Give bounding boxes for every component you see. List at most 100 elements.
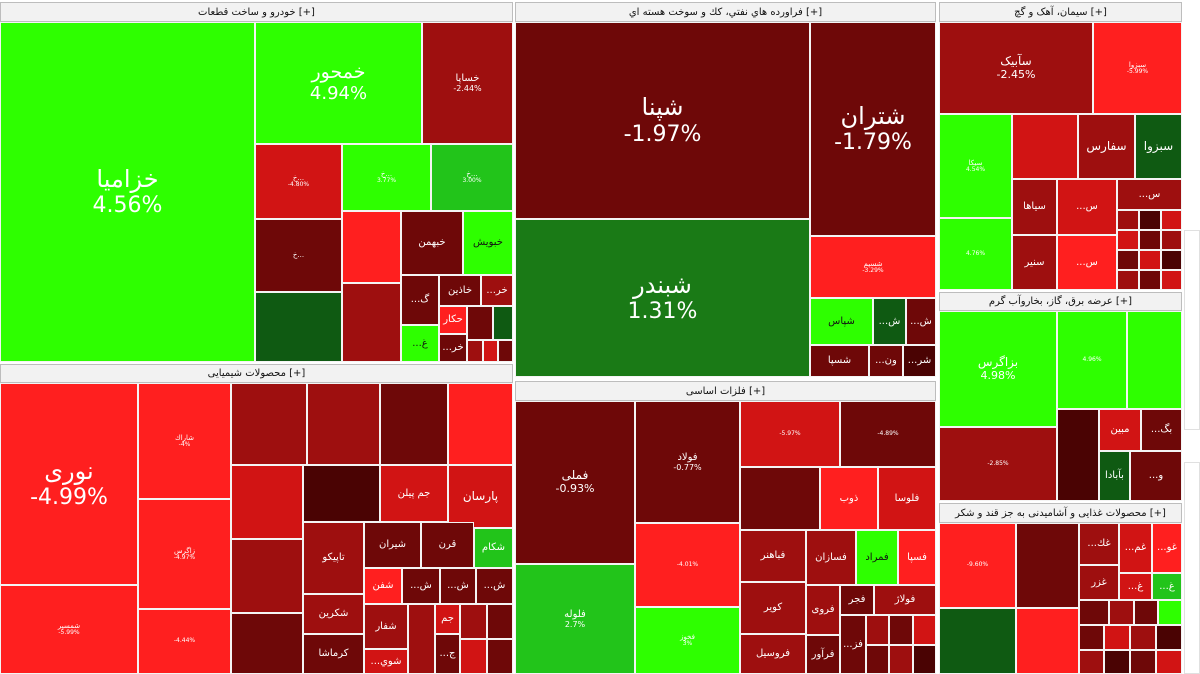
stock-tile[interactable]: پارسان xyxy=(448,465,513,528)
stock-tile[interactable]: ...ج xyxy=(435,634,460,674)
stock-tile[interactable]: ...غ xyxy=(401,325,439,362)
stock-tile[interactable]: کرماشا xyxy=(303,634,364,674)
stock-tile[interactable]: شسپم -3.29% xyxy=(810,236,936,298)
stock-tile[interactable]: سبزوا -5.99% xyxy=(1093,22,1182,114)
stock-tile[interactable]: فسازان xyxy=(806,530,856,585)
stock-tile[interactable]: ...ش xyxy=(440,568,476,604)
stock-tile[interactable]: شفار xyxy=(364,604,408,649)
stock-tile[interactable]: خ... -4.80% xyxy=(255,144,342,219)
stock-tile[interactable]: شکام xyxy=(474,528,513,568)
sector-header-metals[interactable]: فلزات اساسی [+] xyxy=(515,381,936,401)
stock-tile[interactable]: سبزوا xyxy=(1135,114,1182,179)
stock-tile[interactable]: ...غ xyxy=(1119,573,1152,600)
stock-tile[interactable]: فسپا xyxy=(898,530,936,585)
stock-tile[interactable] xyxy=(1139,210,1161,230)
stock-tile[interactable]: -4.89% xyxy=(840,401,936,467)
stock-tile[interactable]: شبندر 1.31% xyxy=(515,219,810,377)
stock-tile[interactable] xyxy=(1156,625,1182,650)
stock-tile[interactable] xyxy=(740,467,820,530)
stock-tile[interactable] xyxy=(467,340,483,362)
stock-tile[interactable]: فلوله 2.7% xyxy=(515,564,635,674)
sector-header-chem[interactable]: محصولات شیمیایی [+] xyxy=(0,364,513,383)
stock-tile[interactable] xyxy=(1117,210,1139,230)
stock-tile[interactable] xyxy=(913,615,936,645)
stock-tile[interactable]: زاگرس -4.97% xyxy=(138,499,231,609)
stock-tile[interactable] xyxy=(1079,600,1109,625)
stock-tile[interactable] xyxy=(913,645,936,674)
stock-tile[interactable]: -2.85% xyxy=(939,427,1057,501)
stock-tile[interactable] xyxy=(889,645,913,674)
stock-tile[interactable]: ...غم xyxy=(1119,523,1152,573)
stock-tile[interactable]: ...ش xyxy=(906,298,936,345)
stock-tile[interactable] xyxy=(231,539,303,613)
stock-tile[interactable] xyxy=(460,639,487,674)
stock-tile[interactable] xyxy=(483,340,498,362)
stock-tile[interactable]: خساپا -2.44% xyxy=(422,22,513,144)
stock-tile[interactable]: ذوب xyxy=(820,467,878,530)
stock-tile[interactable] xyxy=(1161,250,1182,270)
stock-tile[interactable]: ...ش xyxy=(476,568,513,604)
stock-tile[interactable] xyxy=(1139,270,1161,290)
stock-tile[interactable]: ...س xyxy=(1057,235,1117,290)
stock-tile[interactable] xyxy=(231,465,303,539)
stock-tile[interactable] xyxy=(1161,210,1182,230)
stock-tile[interactable]: -4.44% xyxy=(138,609,231,674)
sector-header-food[interactable]: محصولات غذایی و آشامیدنی به جز قند و شکر… xyxy=(939,503,1182,523)
stock-tile[interactable] xyxy=(1109,600,1134,625)
offscreen-tile[interactable] xyxy=(1184,230,1200,430)
stock-tile[interactable]: شپاس xyxy=(810,298,873,345)
stock-tile[interactable]: فباهنر xyxy=(740,530,806,582)
stock-tile[interactable]: سآبیک -2.45% xyxy=(939,22,1093,114)
stock-tile[interactable]: فولاد -0.77% xyxy=(635,401,740,523)
stock-tile[interactable]: مبین xyxy=(1099,409,1141,451)
stock-tile[interactable] xyxy=(255,292,342,362)
stock-tile[interactable]: فروی xyxy=(806,585,840,635)
stock-tile[interactable] xyxy=(487,639,513,674)
stock-tile[interactable]: ...ون xyxy=(869,345,903,377)
stock-tile[interactable] xyxy=(1057,409,1099,501)
stock-tile[interactable] xyxy=(467,306,493,340)
stock-tile[interactable] xyxy=(866,645,889,674)
stock-tile[interactable] xyxy=(1104,625,1130,650)
stock-tile[interactable] xyxy=(498,340,513,362)
stock-tile[interactable]: ...خر xyxy=(481,275,513,306)
stock-tile[interactable] xyxy=(1139,250,1161,270)
stock-tile[interactable]: شفن xyxy=(364,568,402,604)
stock-tile[interactable]: ...غ xyxy=(1152,573,1182,600)
stock-tile[interactable] xyxy=(1016,523,1079,608)
stock-tile[interactable] xyxy=(303,465,380,522)
stock-tile[interactable] xyxy=(342,283,401,362)
stock-tile[interactable]: ...فز xyxy=(840,615,866,674)
stock-tile[interactable] xyxy=(231,613,303,674)
stock-tile[interactable]: نوری -4.99% xyxy=(0,383,138,585)
stock-tile[interactable] xyxy=(380,383,448,465)
stock-tile[interactable] xyxy=(1130,650,1156,674)
stock-tile[interactable]: ...ش xyxy=(402,568,440,604)
stock-tile[interactable] xyxy=(231,383,307,465)
stock-tile[interactable] xyxy=(1161,270,1182,290)
stock-tile[interactable] xyxy=(1104,650,1130,674)
stock-tile[interactable] xyxy=(448,383,513,465)
stock-tile[interactable] xyxy=(866,615,889,645)
stock-tile[interactable]: خاذین xyxy=(439,275,481,306)
stock-tile[interactable]: فرآور xyxy=(806,635,840,674)
stock-tile[interactable]: تاپیکو xyxy=(303,522,364,594)
stock-tile[interactable] xyxy=(408,604,435,674)
stock-tile[interactable] xyxy=(939,608,1016,674)
offscreen-tile[interactable] xyxy=(1184,462,1200,674)
stock-tile[interactable]: فجر xyxy=(840,585,874,615)
stock-tile[interactable]: ...خر xyxy=(439,334,467,362)
stock-tile[interactable]: 4.76% xyxy=(939,218,1012,290)
stock-tile[interactable]: شیران xyxy=(364,522,421,568)
stock-tile[interactable]: جم xyxy=(435,604,460,634)
sector-header-oil[interactable]: فراورده هاي نفتي، كك و سوخت هسته اي [+] xyxy=(515,2,936,22)
stock-tile[interactable]: جم پیلن xyxy=(380,465,448,522)
stock-tile[interactable] xyxy=(1012,114,1078,179)
stock-tile[interactable] xyxy=(1161,230,1182,250)
stock-tile[interactable] xyxy=(1079,625,1104,650)
stock-tile[interactable] xyxy=(1139,230,1161,250)
stock-tile[interactable]: فروسیل xyxy=(740,634,806,674)
stock-tile[interactable]: خبهمن xyxy=(401,211,463,275)
stock-tile[interactable] xyxy=(889,615,913,645)
sector-header-auto[interactable]: خودرو و ساخت قطعات [+] xyxy=(0,2,513,22)
